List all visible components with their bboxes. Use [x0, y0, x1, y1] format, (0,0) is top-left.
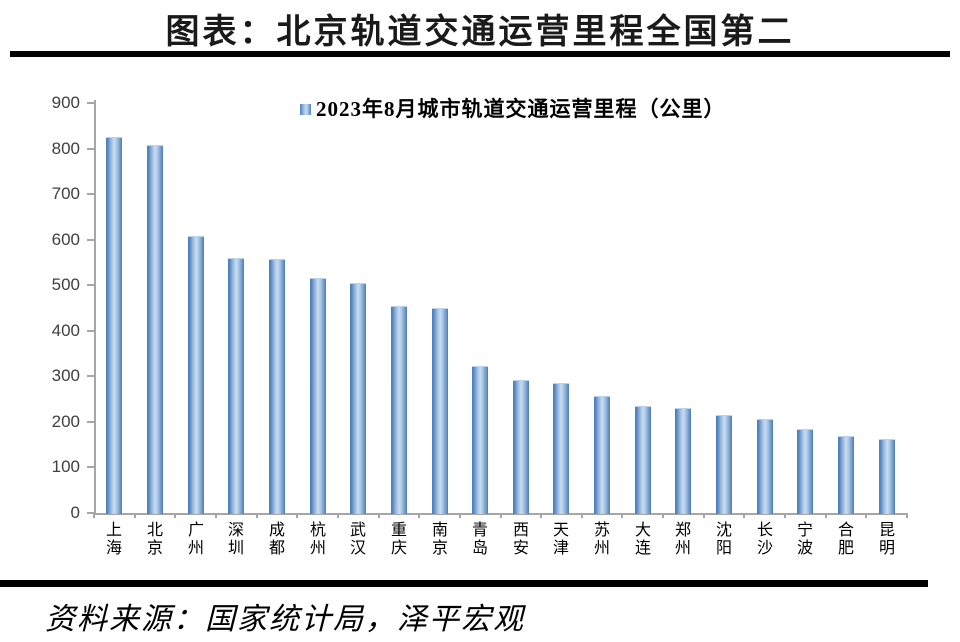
- x-axis-tick-mark: [906, 513, 908, 518]
- legend-swatch-icon: [300, 104, 311, 115]
- x-axis-category-label: 大 连: [634, 522, 651, 557]
- x-axis-category-label: 杭 州: [309, 522, 326, 557]
- x-axis-tick-mark: [499, 513, 502, 518]
- x-axis-tick-mark: [784, 513, 787, 518]
- y-axis-tick-mark: [87, 329, 94, 332]
- x-axis-tick-mark: [702, 513, 705, 518]
- y-axis-tick-mark: [87, 512, 94, 514]
- x-axis-tick-mark: [418, 513, 421, 518]
- bar-重庆: [391, 306, 407, 514]
- x-axis-category-label: 成 都: [268, 522, 285, 557]
- x-axis-category-label: 郑 州: [674, 522, 691, 557]
- y-axis-tick-label: 400: [51, 320, 80, 340]
- x-axis-tick-mark: [214, 513, 217, 518]
- x-axis-tick-mark: [824, 513, 827, 518]
- y-axis-tick-mark: [87, 420, 94, 423]
- bar-chart: 2023年8月城市轨道交通运营里程（公里） 0 100 200 300 400 500 60…: [51, 93, 908, 557]
- x-axis-category-label: 合 肥: [837, 522, 854, 557]
- bar-西安: [513, 380, 529, 514]
- bar-苏州: [594, 396, 610, 514]
- bar-郑州: [675, 408, 691, 514]
- x-axis-tick-mark: [540, 513, 543, 518]
- y-axis-tick-label: 0: [70, 503, 80, 522]
- x-axis-category-label: 长 沙: [756, 522, 773, 557]
- x-axis-tick-mark: [377, 513, 380, 518]
- bar-天津: [553, 383, 569, 514]
- x-axis-category-label: 上 海: [105, 522, 122, 557]
- x-axis-tick-mark: [580, 513, 583, 518]
- x-axis-category-label: 北 京: [146, 522, 163, 557]
- bar-昆明: [879, 439, 895, 514]
- x-axis-category-label: 南 京: [431, 522, 448, 557]
- bar-武汉: [350, 283, 366, 514]
- x-axis-category-label: 武 汉: [349, 522, 366, 557]
- bar-广州: [188, 236, 204, 514]
- bar-上海: [106, 137, 122, 514]
- y-axis-tick-mark: [87, 193, 94, 196]
- legend-series-label: 2023年8月城市轨道交通运营里程（公里）: [316, 97, 726, 121]
- bar-成都: [269, 259, 285, 514]
- y-axis-tick-label: 900: [51, 93, 80, 112]
- y-axis-tick-label: 300: [51, 366, 80, 386]
- x-axis-category-label: 沈 阳: [715, 522, 732, 557]
- title-divider-rule: [10, 51, 950, 57]
- x-axis-tick-mark: [621, 513, 624, 518]
- bar-青岛: [472, 366, 488, 514]
- x-axis-tick-mark: [458, 513, 461, 518]
- bar-大连: [635, 406, 651, 514]
- bar-合肥: [838, 436, 854, 514]
- x-axis-category-label: 深 圳: [227, 522, 244, 557]
- x-axis-tick-mark: [336, 513, 339, 518]
- x-axis-tick-mark: [743, 513, 746, 518]
- x-axis-category-label: 青 岛: [471, 522, 488, 557]
- y-axis-tick-label: 500: [51, 275, 80, 295]
- x-axis-category-label: 广 州: [187, 522, 204, 557]
- y-axis-tick-label: 800: [51, 138, 80, 158]
- y-axis-tick-mark: [87, 102, 94, 104]
- y-axis-tick-label: 700: [51, 184, 80, 204]
- x-axis-category-label: 苏 州: [593, 522, 610, 557]
- x-axis-tick-mark: [174, 513, 177, 518]
- x-axis-tick-mark: [662, 513, 665, 518]
- y-axis-tick-mark: [87, 466, 94, 469]
- x-axis-tick-mark: [255, 513, 258, 518]
- y-axis-tick-mark: [87, 284, 94, 287]
- x-axis-tick-mark: [296, 513, 299, 518]
- y-axis-tick-label: 100: [51, 457, 80, 477]
- x-axis-category-label: 昆 明: [878, 522, 895, 557]
- bar-北京: [147, 145, 163, 514]
- y-axis-tick-mark: [87, 375, 94, 378]
- x-axis-tick-mark: [133, 513, 136, 518]
- source-note: 资料来源：国家统计局，泽平宏观: [45, 603, 525, 636]
- x-axis-category-label: 重 庆: [390, 522, 407, 557]
- chart-title: 图表：北京轨道交通运营里程全国第二: [165, 14, 795, 51]
- bar-长沙: [757, 419, 773, 514]
- y-axis-tick-mark: [87, 147, 94, 150]
- y-axis-tick-label: 600: [51, 229, 80, 249]
- x-axis-tick-mark: [865, 513, 868, 518]
- bar-深圳: [228, 258, 244, 514]
- bar-南京: [432, 308, 448, 514]
- y-axis-tick-mark: [87, 238, 94, 241]
- x-axis-tick-mark: [93, 513, 95, 518]
- bar-沈阳: [716, 415, 732, 514]
- y-axis-line: [94, 100, 96, 514]
- bar-宁波: [797, 429, 813, 514]
- x-axis-category-label: 西 安: [512, 522, 529, 557]
- y-axis-tick-label: 200: [51, 411, 80, 431]
- chart-legend: 2023年8月城市轨道交通运营里程（公里）: [300, 93, 726, 123]
- source-divider-rule: [0, 580, 928, 587]
- bar-杭州: [310, 278, 326, 514]
- x-axis-category-label: 宁 波: [796, 522, 813, 557]
- x-axis-category-label: 天 津: [552, 522, 569, 557]
